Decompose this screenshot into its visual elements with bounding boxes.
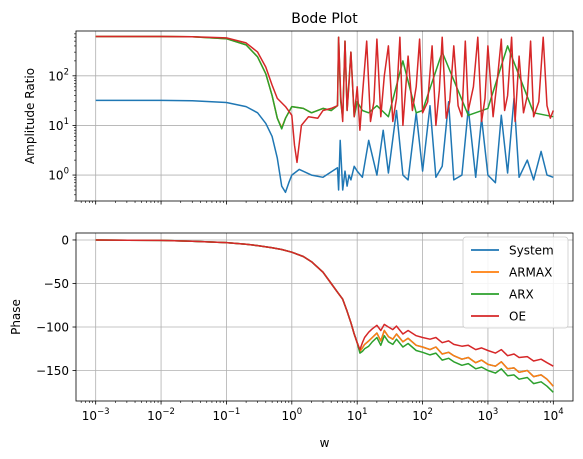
x-axis-label: w [320,436,330,450]
phase-axes-frame [75,232,574,402]
amplitude-y-axis-label: Amplitude Ratio [23,68,37,164]
phase-y-tick-label-0: 0 [61,233,69,247]
phase-y-tick-label-2: −100 [36,321,69,335]
amplitude-line-system [95,97,554,194]
legend: System ARMAX ARX OE [462,236,569,329]
phase-line-oe [95,239,554,367]
legend-label-oe: OE [509,310,526,324]
phase-y-axis-label: Phase [9,299,23,335]
legend-box [462,236,569,329]
chart-title: Bode Plot [291,11,358,27]
phase-panel: 10−3 10−2 10−1 100 101 102 103 1040−50−100−150 … [9,232,574,450]
phase-y-tick-label-1: −50 [44,277,69,291]
amplitude-line-oe [95,35,554,164]
amplitude-axes-frame [75,30,574,202]
legend-label-armax: ARMAX [509,266,552,280]
amplitude-series [95,35,554,194]
legend-label-arx: ARX [509,288,534,302]
legend-label-system: System [509,244,554,258]
phase-y-tick-label-3: −150 [36,364,69,378]
phase-series [95,239,554,393]
